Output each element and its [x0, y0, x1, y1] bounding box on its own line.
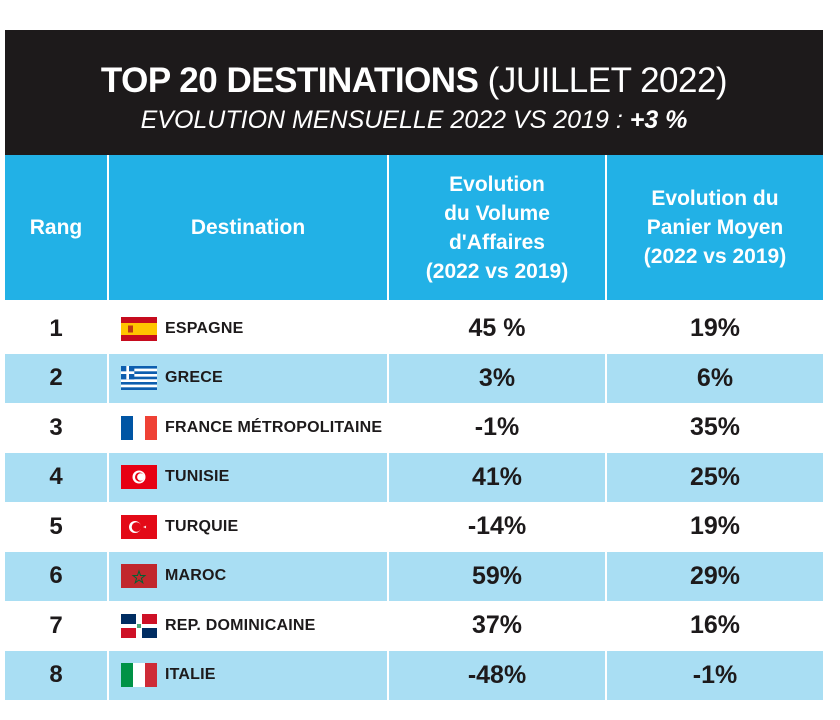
- header-volume-line: du Volume: [444, 201, 550, 225]
- volume-cell: 3%: [387, 353, 605, 403]
- panier-cell: 25%: [605, 452, 823, 502]
- turkey-flag-icon: [121, 514, 157, 539]
- rank-cell: 6: [49, 562, 63, 590]
- table-row: 7 REP. DOMINICAINE 37% 16%: [5, 601, 823, 651]
- panier-cell: 19%: [605, 304, 823, 354]
- destination-cell: TURQUIE: [107, 502, 387, 552]
- rank-cell: 3: [49, 413, 63, 441]
- destination-cell: FRANCE MÉTROPOLITAINE: [107, 403, 387, 453]
- destination-cell: REP. DOMINICAINE: [107, 601, 387, 651]
- panier-cell: 19%: [605, 502, 823, 552]
- rank-cell: 8: [49, 661, 63, 689]
- table-body: 1 ESPAGNE 45 % 19% 2 GRECE 3% 6% 3 FRANCE MÉTROPO…: [5, 304, 823, 700]
- table-row: 3 FRANCE MÉTROPOLITAINE -1% 35%: [5, 403, 823, 453]
- rank-cell: 5: [49, 512, 63, 540]
- volume-cell: 41%: [387, 452, 605, 502]
- chart-subtitle: EVOLUTION MENSUELLE 2022 VS 2019 : +3 %: [5, 105, 823, 135]
- chart-title: TOP 20 DESTINATIONS (JUILLET 2022): [5, 60, 823, 102]
- panier-cell: 6%: [605, 353, 823, 403]
- volume-cell: -48%: [387, 650, 605, 700]
- panier-cell: -1%: [605, 650, 823, 700]
- subtitle-value: +3 %: [629, 106, 688, 134]
- volume-cell: -1%: [387, 403, 605, 453]
- dominican-republic-flag-icon: [121, 613, 157, 638]
- destination-cell: TUNISIE: [107, 452, 387, 502]
- destination-cell: ESPAGNE: [107, 304, 387, 354]
- morocco-flag-icon: [121, 564, 157, 589]
- volume-cell: -14%: [387, 502, 605, 552]
- table-row: 6 MAROC 59% 29%: [5, 551, 823, 601]
- table-row: 1 ESPAGNE 45 % 19%: [5, 304, 823, 354]
- destinations-table: TOP 20 DESTINATIONS (JUILLET 2022) EVOLU…: [5, 30, 823, 700]
- panier-cell: 35%: [605, 403, 823, 453]
- rank-cell: 7: [49, 611, 63, 639]
- header-rank: Rang: [29, 216, 83, 239]
- italy-flag-icon: [121, 663, 157, 688]
- destination-name: REP. DOMINICAINE: [165, 616, 316, 634]
- tunisia-flag-icon: [121, 465, 157, 490]
- volume-cell: 59%: [387, 551, 605, 601]
- title-banner: TOP 20 DESTINATIONS (JUILLET 2022) EVOLU…: [5, 30, 823, 155]
- header-volume-line: Evolution: [449, 172, 545, 196]
- destination-cell: ITALIE: [107, 650, 387, 700]
- destination-name: ITALIE: [165, 666, 216, 684]
- header-panier: Evolution du Panier Moyen (2022 vs 2019): [605, 155, 823, 300]
- destination-name: GRECE: [165, 369, 223, 387]
- volume-cell: 45 %: [387, 304, 605, 354]
- destination-name: FRANCE MÉTROPOLITAINE: [165, 418, 383, 436]
- rank-cell: 4: [49, 463, 63, 491]
- destination-name: TURQUIE: [165, 517, 239, 535]
- header-destination: Destination: [107, 155, 387, 300]
- header-volume: Evolution du Volume d'Affaires (2022 vs …: [387, 155, 605, 300]
- table-row: 8 ITALIE -48% -1%: [5, 650, 823, 700]
- rank-cell: 2: [49, 364, 63, 392]
- panier-cell: 29%: [605, 551, 823, 601]
- header-panier-line: Panier Moyen: [646, 216, 784, 239]
- rank-cell: 1: [49, 314, 63, 342]
- spain-flag-icon: [121, 316, 157, 341]
- subtitle-prefix: EVOLUTION MENSUELLE 2022 VS 2019 :: [140, 106, 623, 134]
- destination-cell: GRECE: [107, 353, 387, 403]
- header-volume-line: (2022 vs 2019): [425, 259, 569, 283]
- destination-cell: MAROC: [107, 551, 387, 601]
- table-row: 4 TUNISIE 41% 25%: [5, 452, 823, 502]
- chart-title-bold: TOP 20 DESTINATIONS: [100, 61, 479, 100]
- table-header-row: Rang Destination Evolution du Volume d'A…: [5, 155, 823, 300]
- table-row: 5 TURQUIE -14% 19%: [5, 502, 823, 552]
- greece-flag-icon: [121, 366, 157, 391]
- header-panier-line: Evolution du: [651, 187, 779, 210]
- chart-title-light: (JUILLET 2022): [487, 61, 728, 100]
- destination-name: TUNISIE: [165, 468, 230, 486]
- france-flag-icon: [121, 415, 157, 440]
- destination-name: MAROC: [165, 567, 227, 585]
- table-row: 2 GRECE 3% 6%: [5, 353, 823, 403]
- destination-name: ESPAGNE: [165, 319, 244, 337]
- volume-cell: 37%: [387, 601, 605, 651]
- header-volume-line: d'Affaires: [448, 230, 545, 254]
- header-panier-line: (2022 vs 2019): [643, 245, 787, 268]
- panier-cell: 16%: [605, 601, 823, 651]
